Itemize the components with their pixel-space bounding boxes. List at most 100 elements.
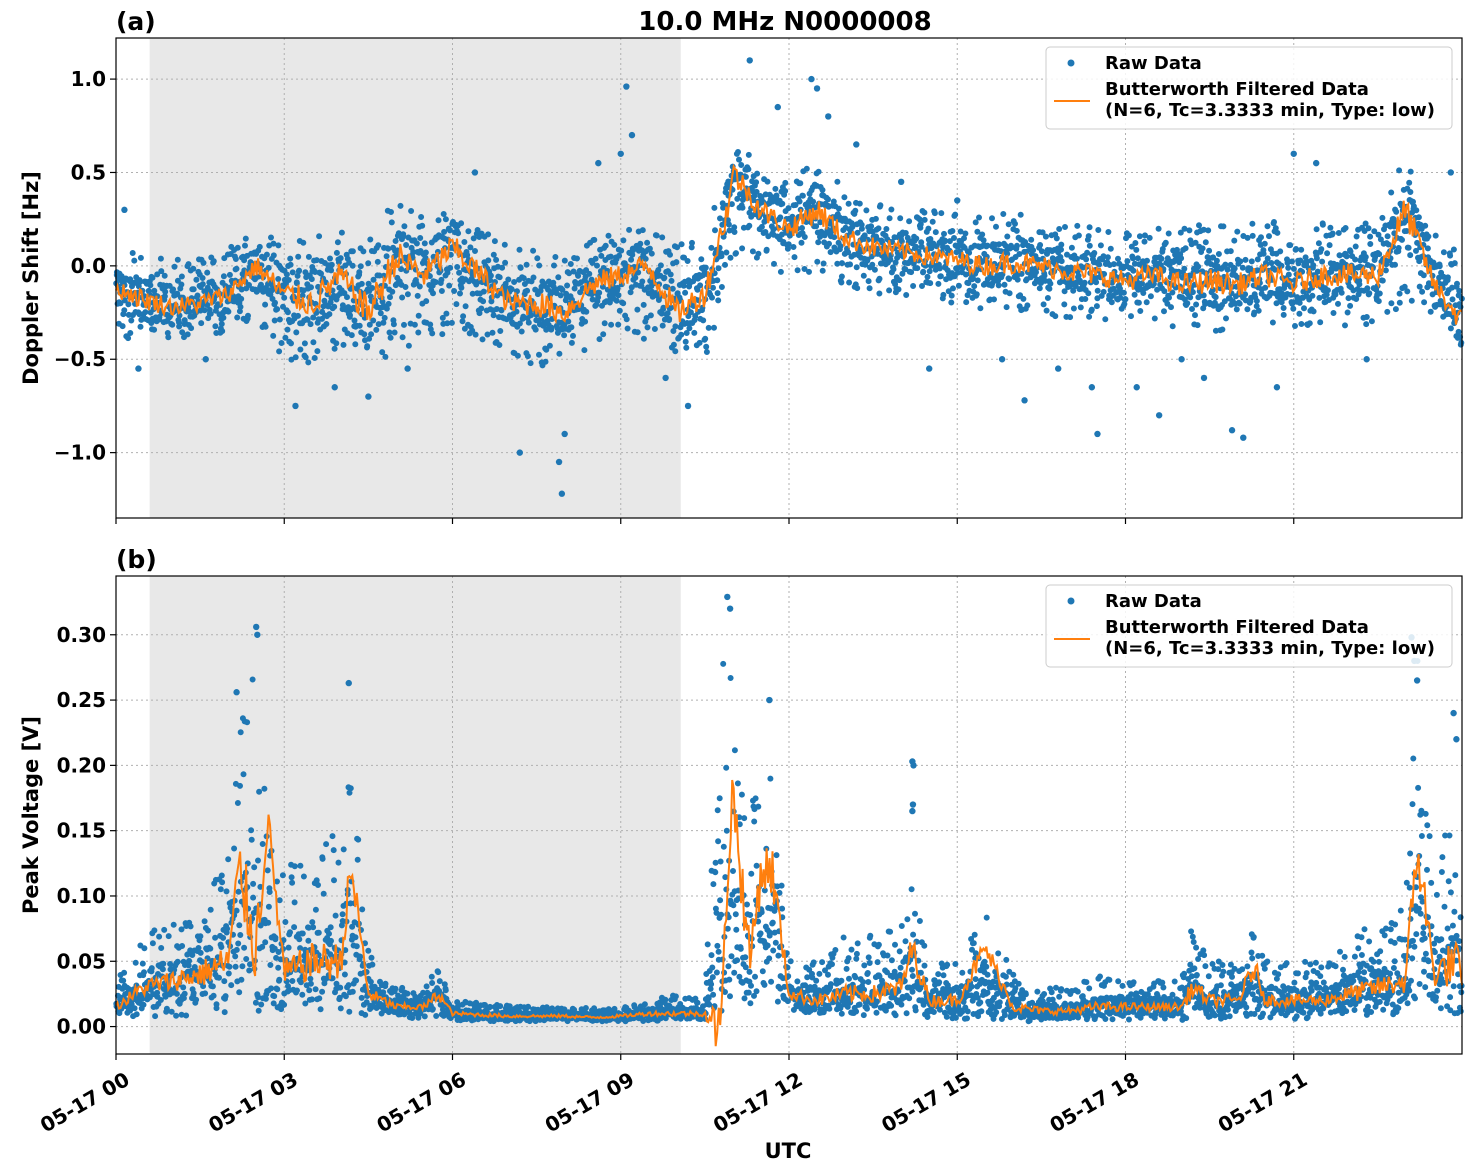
a-raw-outlier-18 [746,57,753,64]
a-raw-outlier-11 [561,430,568,438]
a-raw-outlier-1 [135,365,142,372]
a-raw-outlier-20 [808,75,815,83]
panel-a-legend-filtered-label: Butterworth Filtered Data [1105,79,1369,100]
panel-a-legend-filter-params: (N=6, Tc=3.3333 min, Type: low) [1105,100,1435,121]
a-raw-outlier-7 [471,169,479,176]
a-raw-outlier-29 [1055,365,1062,372]
b-raw-outlier-5 [726,605,734,612]
b-y-tick-label-2: 0.10 [57,884,106,908]
a-raw-outlier-26 [954,197,961,204]
b-raw-outlier-9 [909,801,917,808]
a-raw-outlier-39 [1290,150,1297,157]
a-raw-outlier-34 [1178,356,1185,363]
b-raw-outlier-14 [1450,709,1457,717]
b-raw-outlier-15 [1453,736,1460,743]
b-raw-outlier-10 [909,807,916,815]
b-raw-outlier-6 [766,696,773,704]
a-raw-outlier-4 [331,384,338,391]
panel-a-filtered-line [115,163,1463,325]
panel-b-shaded-region [149,576,681,1054]
b-raw-outlier-1 [253,623,260,631]
b-x-tick-label-1: 05-17 03 [204,1067,302,1137]
a-raw-outlier-13 [623,83,630,90]
panel-b-legend: Raw Data Butterworth Filtered Data (N=6,… [1045,584,1453,668]
b-y-tick-label-3: 0.15 [57,819,106,843]
a-raw-outlier-9 [555,458,563,466]
a-raw-outlier-40 [1312,159,1320,167]
b-raw-outlier-13 [1413,677,1421,684]
a-raw-outlier-28 [1021,397,1028,404]
b-x-tick-label-4: 05-17 12 [709,1067,807,1137]
a-raw-outlier-10 [558,490,566,497]
panel-b-y-axis-label: Peak Voltage [V] [19,716,43,914]
b-y-tick-label-1: 0.05 [57,949,106,973]
panel-a-legend-raw-label: Raw Data [1105,53,1202,74]
panel-b-legend-raw-marker [1067,597,1075,605]
panel-b-peak-voltage: 05-17 00 05-17 03 05-17 06 05-17 09 05-17 12… [19,545,1465,1163]
b-raw-outlier-2 [254,631,261,638]
a-raw-outlier-30 [1088,384,1096,391]
b-raw-outlier-8 [910,762,917,769]
panel-b-filtered-line [115,779,1463,1047]
b-x-tick-label-5: 05-17 15 [877,1067,975,1137]
b-y-tick-label-5: 0.25 [57,688,106,712]
b-x-tick-label-6: 05-17 18 [1045,1067,1143,1137]
a-raw-outlier-12 [595,159,602,167]
a-raw-outlier-14 [628,131,636,139]
a-raw-outlier-27 [998,356,1006,363]
b-x-tick-label-3: 05-17 09 [541,1067,639,1137]
b-x-tick-label-7: 05-17 21 [1214,1067,1312,1137]
b-raw-outlier-4 [724,593,731,601]
a-raw-outlier-22 [825,113,832,120]
a-raw-outlier-38 [1273,384,1281,391]
panel-b-legend-filter-params: (N=6, Tc=3.3333 min, Type: low) [1105,638,1435,659]
a-raw-outlier-41 [1363,356,1370,363]
a-raw-outlier-32 [1133,384,1140,391]
a-y-tick-label-1: −0.5 [54,347,106,371]
panel-a-legend-raw-marker [1067,59,1075,67]
a-raw-outlier-2 [202,356,209,363]
a-y-tick-label-3: 0.5 [71,160,106,184]
panel-a-label: (a) [116,7,156,36]
a-raw-outlier-31 [1094,430,1101,438]
panel-a-y-axis-label: Doppler Shift [Hz] [19,171,43,385]
a-raw-outlier-36 [1228,427,1236,434]
a-y-tick-label-4: 1.0 [71,67,106,91]
a-raw-outlier-0 [121,206,128,214]
x-axis-label: UTC [765,1139,812,1163]
panel-a-doppler-shift: −1.0−0.50.00.51.0 (a) 10.0 MHz N0000008 … [19,7,1465,524]
b-y-tick-label-4: 0.20 [57,753,106,777]
panel-b-legend-filtered-label: Butterworth Filtered Data [1105,617,1369,638]
a-y-tick-label-0: −1.0 [54,441,106,465]
a-y-tick-label-2: 0.0 [71,254,106,278]
panel-a-legend: Raw Data Butterworth Filtered Data (N=6,… [1045,46,1453,130]
a-raw-outlier-16 [662,374,669,382]
a-raw-outlier-23 [853,141,860,148]
a-raw-outlier-25 [926,365,933,372]
a-raw-outlier-33 [1155,412,1163,419]
panel-b-label: (b) [116,545,157,574]
b-raw-outlier-0 [233,689,240,696]
panel-a-ticks: −1.0 −0.5 0.0 0.5 1.0 [54,67,1295,524]
a-raw-outlier-8 [516,449,523,456]
a-raw-outlier-21 [813,85,821,92]
a-raw-outlier-37 [1240,434,1247,441]
b-raw-outlier-3 [345,679,352,687]
a-raw-outlier-6 [404,365,411,372]
a-raw-outlier-43 [1447,169,1454,176]
b-y-tick-label-6: 0.30 [57,623,106,647]
panel-b-legend-box [1045,584,1453,668]
chart-title: 10.0 MHz N0000008 [638,7,931,37]
b-x-tick-label-2: 05-17 06 [372,1067,470,1137]
b-raw-point-cloud [113,658,1465,1025]
b-x-tick-label-0: 05-17 00 [36,1067,134,1137]
b-y-tick-label-0: 0.00 [57,1015,106,1039]
a-raw-outlier-15 [617,150,624,157]
a-raw-outlier-35 [1200,374,1208,382]
a-raw-outlier-3 [292,402,299,410]
a-raw-outlier-17 [684,402,692,410]
panel-b-legend-raw-label: Raw Data [1105,591,1202,612]
a-raw-outlier-5 [365,393,372,400]
a-raw-outlier-19 [774,103,781,111]
